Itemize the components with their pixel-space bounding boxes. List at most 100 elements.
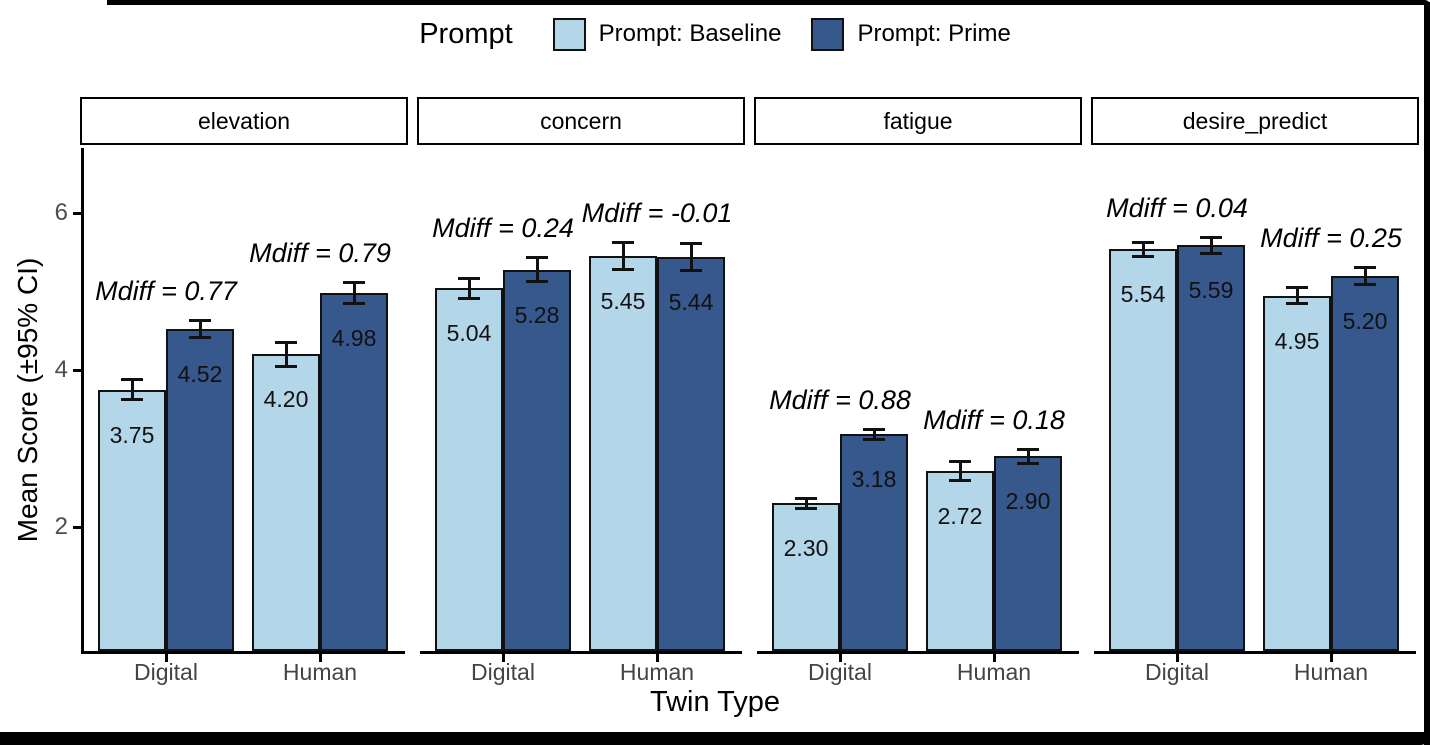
legend-item: Prompt: Baseline <box>552 17 781 51</box>
error-bar-cap-bottom <box>526 279 548 283</box>
facet-strip: fatigue <box>754 97 1082 145</box>
error-bar-cap-top <box>526 256 548 260</box>
facet-strip-label: elevation <box>197 107 291 134</box>
panel-desire_predict: 5.54 5.59 Mdiff = 0.04 4.95 5.20 Mdiff = 0.25 <box>1094 148 1416 651</box>
error-bar-stem <box>467 276 471 301</box>
x-category-label: Human <box>1293 659 1369 685</box>
error-bar-cap-bottom <box>1200 251 1222 255</box>
error-bar-cap-bottom <box>343 301 365 305</box>
bar-value-label: 5.54 <box>1120 281 1166 308</box>
bar-fatigue-human-prime <box>994 456 1062 651</box>
bar-fatigue-human-baseline <box>926 470 994 651</box>
x-axis-title: Twin Type <box>649 686 781 718</box>
error-bar-stem <box>1295 286 1299 305</box>
panel-concern: 5.04 5.28 Mdiff = 0.24 5.45 5.44 Mdiff = -0.0… <box>420 148 742 651</box>
bar-value-label: 5.04 <box>446 320 492 347</box>
bar-value-label: 5.44 <box>668 289 714 316</box>
bar-concern-digital-baseline <box>435 288 503 651</box>
facet-strip: elevation <box>80 97 408 145</box>
x-category-label: Digital <box>134 659 198 685</box>
error-bar-cap-bottom <box>949 478 971 482</box>
legend-swatch-baseline-icon <box>552 17 586 51</box>
x-category-label: Digital <box>1145 659 1209 685</box>
legend-title: Prompt <box>419 17 513 50</box>
y-tick <box>73 368 81 372</box>
facet-strip-label: concern <box>540 107 622 134</box>
x-category-label: Digital <box>471 659 535 685</box>
error-bar-cap-top <box>1017 447 1039 451</box>
y-tick <box>73 211 81 215</box>
error-bar-cap-top <box>795 497 817 501</box>
panel-fatigue: 2.30 3.18 Mdiff = 0.88 2.72 2.90 Mdiff = 0.18 <box>757 148 1079 651</box>
x-tick <box>1175 654 1179 662</box>
y-axis-title: Mean Score (±95% CI) <box>12 257 43 543</box>
error-bar-stem <box>1141 240 1145 258</box>
error-bar-cap-top <box>1200 235 1222 239</box>
frame-border-right <box>1424 2 1430 745</box>
mdiff-annotation: Mdiff = 0.88 <box>769 385 911 416</box>
bar-elevation-digital-prime <box>166 329 234 651</box>
y-tick-label: 4 <box>54 356 68 384</box>
error-bar-stem <box>804 497 808 510</box>
mdiff-annotation: Mdiff = 0.77 <box>95 276 237 307</box>
frame-border-bottom <box>0 732 1430 745</box>
mdiff-annotation: Mdiff = 0.18 <box>923 404 1065 435</box>
bar-value-label: 5.28 <box>514 301 560 328</box>
bar-concern-digital-prime <box>503 269 571 651</box>
mdiff-annotation: Mdiff = 0.04 <box>1106 192 1248 223</box>
x-tick <box>992 654 996 662</box>
bar-value-label: 4.98 <box>331 325 377 352</box>
bar-concern-human-prime <box>657 257 725 651</box>
error-bar-stem <box>198 319 202 340</box>
x-category-label: Human <box>956 659 1032 685</box>
bar-value-label: 2.30 <box>783 535 829 562</box>
error-bar-cap-top <box>189 319 211 323</box>
error-bar-cap-top <box>1132 240 1154 244</box>
bar-value-label: 4.52 <box>177 361 223 388</box>
facet-strip: concern <box>417 97 745 145</box>
error-bar-stem <box>352 281 356 305</box>
error-bar-cap-bottom <box>1354 283 1376 287</box>
x-category-label: Human <box>619 659 695 685</box>
error-bar-stem <box>535 256 539 283</box>
legend: Prompt Prompt: Baseline Prompt: Prime <box>0 10 1430 58</box>
bar-value-label: 3.18 <box>851 466 897 493</box>
bar-desire_predict-digital-baseline <box>1109 249 1177 651</box>
bar-fatigue-digital-baseline <box>772 503 840 651</box>
error-bar-cap-top <box>612 241 634 245</box>
x-category-label: Human <box>282 659 358 685</box>
mdiff-annotation: Mdiff = 0.24 <box>432 213 574 244</box>
error-bar-stem <box>621 241 625 272</box>
error-bar-stem <box>284 341 288 368</box>
error-bar-cap-top <box>275 341 297 345</box>
mdiff-annotation: Mdiff = 0.25 <box>1260 222 1402 253</box>
error-bar-cap-top <box>343 281 365 285</box>
error-bar-stem <box>872 428 876 441</box>
bar-desire_predict-human-prime <box>1331 275 1399 651</box>
x-tick <box>501 654 505 662</box>
error-bar-cap-top <box>1354 265 1376 269</box>
error-bar-cap-top <box>458 276 480 280</box>
bar-desire_predict-digital-prime <box>1177 245 1245 651</box>
bar-value-label: 5.20 <box>1342 307 1388 334</box>
bar-value-label: 4.95 <box>1274 327 1320 354</box>
bar-value-label: 4.20 <box>263 386 309 413</box>
legend-item: Prompt: Prime <box>811 17 1011 51</box>
x-axis-line <box>420 651 742 654</box>
error-bar-cap-bottom <box>1286 301 1308 305</box>
error-bar-cap-top <box>949 459 971 463</box>
facet-strip: desire_predict <box>1091 97 1419 145</box>
mdiff-annotation: Mdiff = 0.79 <box>249 238 391 269</box>
error-bar-cap-top <box>863 428 885 432</box>
y-tick-label: 2 <box>54 513 68 541</box>
error-bar-cap-bottom <box>1132 254 1154 258</box>
bar-elevation-human-baseline <box>252 354 320 651</box>
y-tick <box>73 525 81 529</box>
bar-value-label: 5.45 <box>600 288 646 315</box>
mdiff-annotation: Mdiff = -0.01 <box>581 198 733 229</box>
error-bar-stem <box>1363 265 1367 287</box>
bar-value-label: 5.59 <box>1188 277 1234 304</box>
error-bar-stem <box>958 459 962 482</box>
bar-value-label: 2.90 <box>1005 488 1051 515</box>
